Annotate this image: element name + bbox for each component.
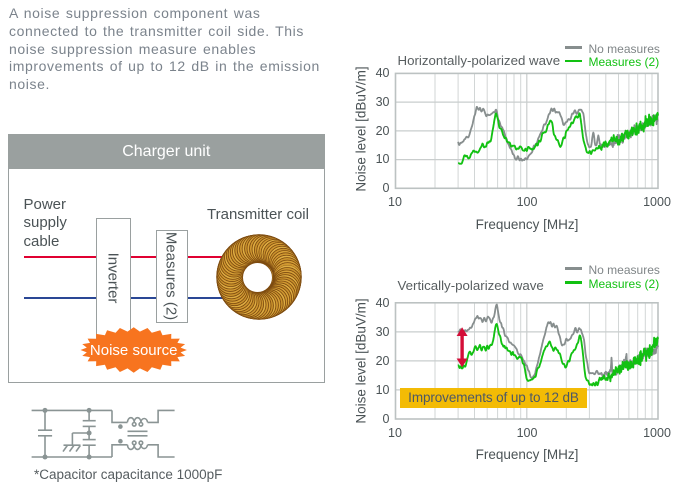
svg-text:Noise source: Noise source — [90, 342, 178, 359]
